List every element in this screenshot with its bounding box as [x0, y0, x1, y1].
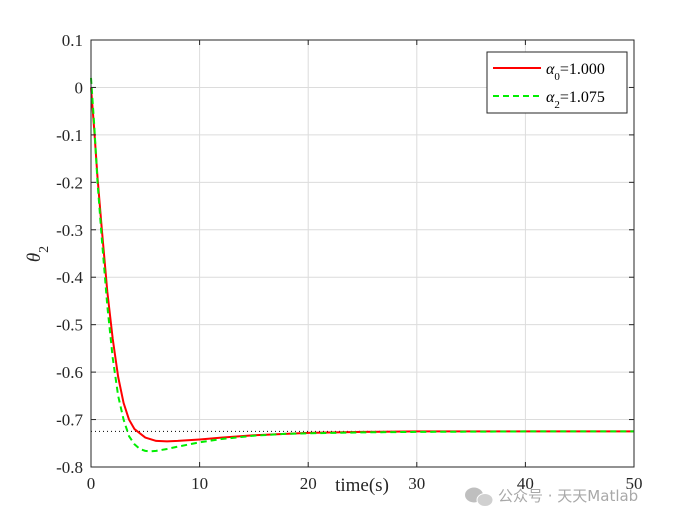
- plot-frame: [90, 39, 635, 468]
- series-layer: [90, 77, 634, 453]
- legend: α0=1.000 α2=1.075: [486, 51, 628, 114]
- y-tick-label: -0.1: [56, 126, 83, 145]
- x-tick-label: 20: [300, 474, 317, 493]
- y-tick-label: -0.3: [56, 221, 83, 240]
- grid: [91, 40, 634, 467]
- ticks: 0 10 20 30 40 50 0.1 0 -0.1 -0.2 -0.3 -0.4 -0.5 -0.6 -…: [56, 31, 642, 493]
- legend-label-alpha0: α0=1.000: [546, 61, 605, 83]
- x-tick-label: 10: [191, 474, 208, 493]
- x-axis-title: time(s): [335, 475, 389, 496]
- y-tick-label: -0.5: [56, 316, 83, 335]
- y-tick-label: -0.6: [56, 363, 83, 382]
- x-tick-label: 50: [626, 474, 643, 493]
- y-tick-label: -0.7: [56, 411, 83, 430]
- x-tick-label: 30: [408, 474, 425, 493]
- y-tick-label: 0: [75, 78, 84, 97]
- y-axis-title: θ2: [24, 246, 52, 262]
- y-tick-label: -0.8: [56, 458, 83, 477]
- y-tick-label: 0.1: [62, 31, 83, 50]
- legend-box: [486, 51, 628, 114]
- wechat-icon: [465, 487, 494, 507]
- watermark: 公众号 · 天天Matlab: [465, 487, 638, 507]
- y-tick-label: -0.4: [56, 268, 83, 287]
- x-tick-label: 40: [517, 474, 534, 493]
- legend-label-alpha2: α2=1.075: [546, 89, 605, 111]
- y-tick-label: -0.2: [56, 173, 83, 192]
- x-tick-label: 0: [87, 474, 96, 493]
- watermark-text: 公众号 · 天天Matlab: [498, 487, 638, 505]
